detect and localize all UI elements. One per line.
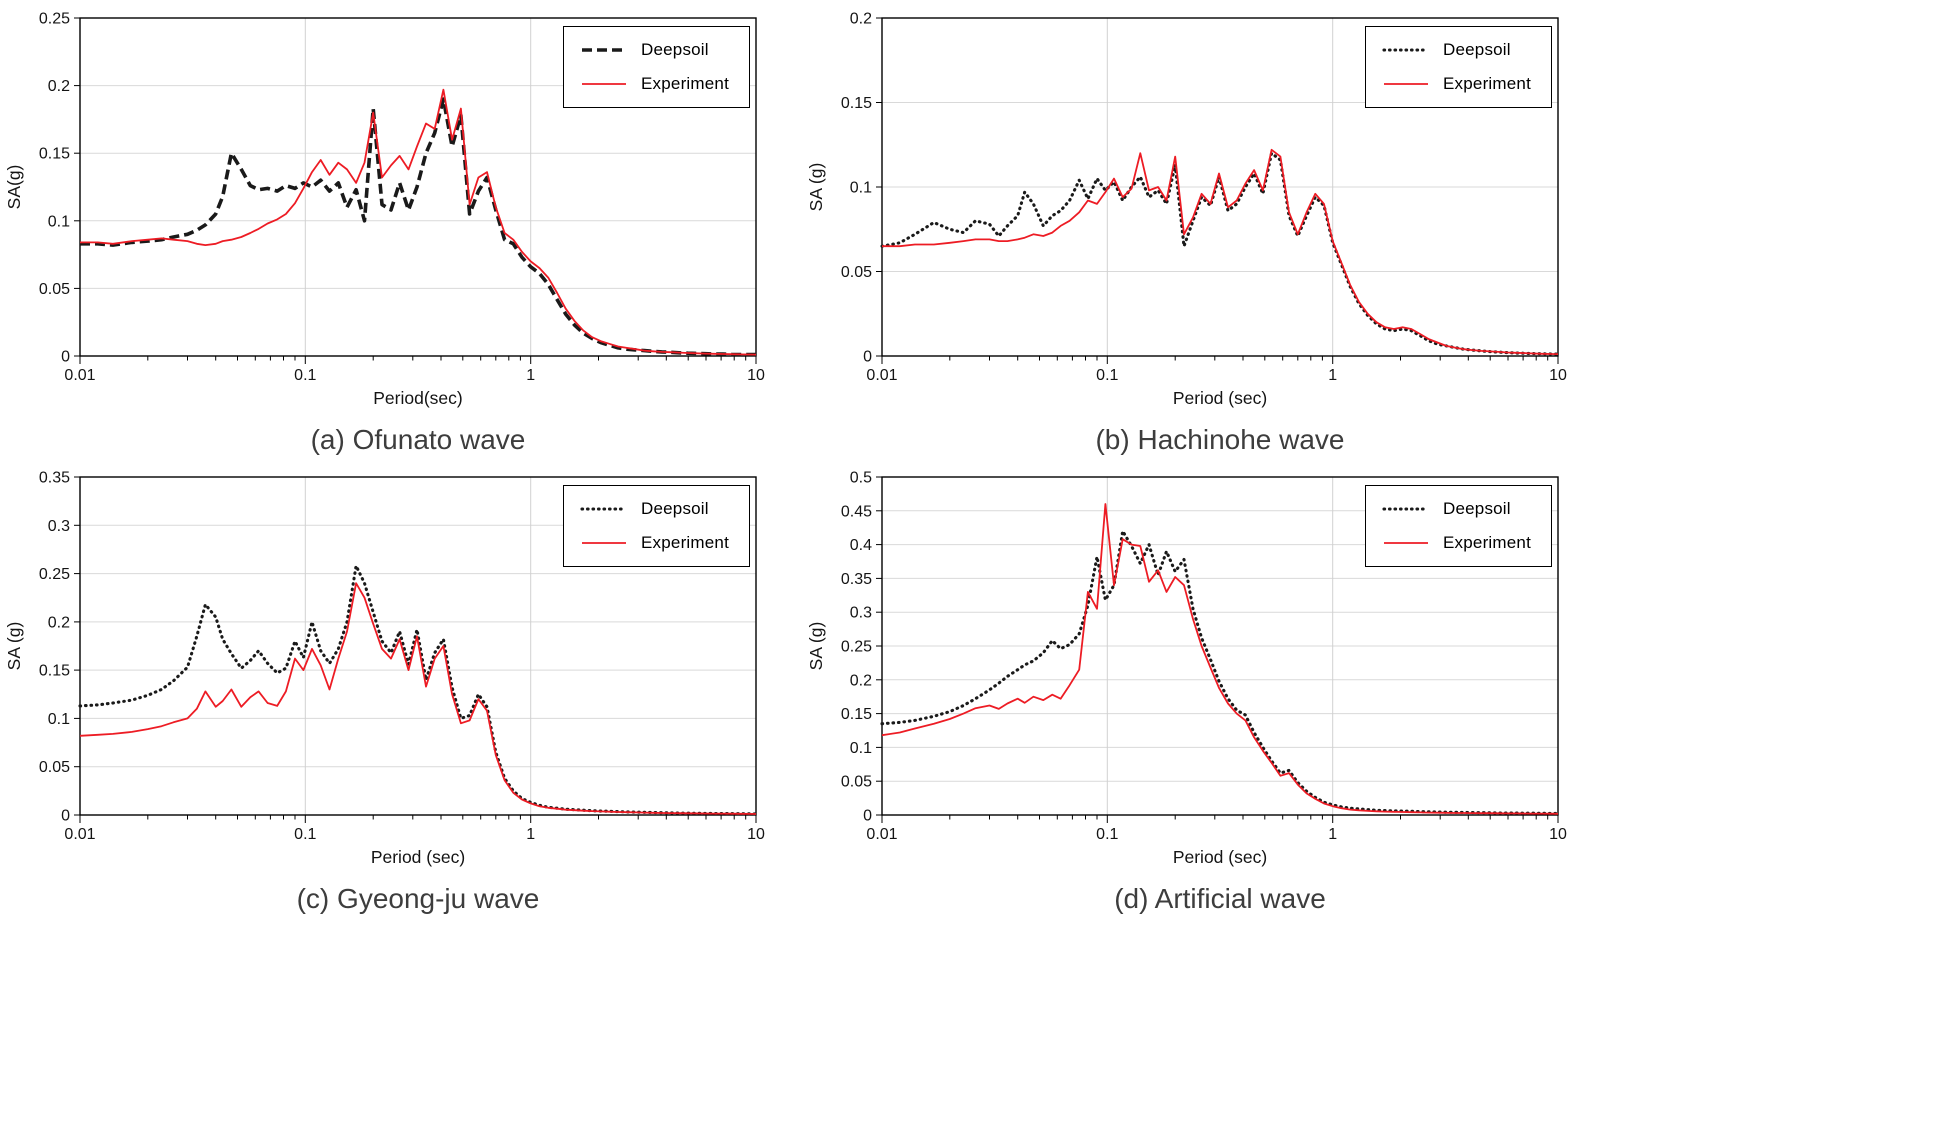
legend-d: Deepsoil Experiment xyxy=(1365,485,1552,567)
svg-text:Period (sec): Period (sec) xyxy=(371,847,465,867)
legend-c: Deepsoil Experiment xyxy=(563,485,750,567)
plot-area-b: 0.01 0.1 1 10 0 0.05 0.1 0.15 0.2 Period (sec) SA … xyxy=(802,6,1578,410)
svg-text:0.25: 0.25 xyxy=(39,566,70,583)
deepsoil-line-swatch xyxy=(1382,507,1430,511)
legend-label-deepsoil: Deepsoil xyxy=(1443,40,1511,59)
svg-text:0.25: 0.25 xyxy=(39,11,70,28)
legend-label-deepsoil: Deepsoil xyxy=(1443,499,1511,518)
plot-area-d: 0.01 0.1 1 10 0 0.05 0.1 0.15 0.2 0.25 0.3 0.35 0.4 0… xyxy=(802,465,1578,869)
experiment-line-swatch xyxy=(582,83,627,85)
plot-area-a: 0.01 0.1 1 10 0 0.05 0.1 0.15 0.2 0.25 Period(sec)… xyxy=(0,6,776,410)
chart-d-svg: 0.01 0.1 1 10 0 0.05 0.1 0.15 0.2 0.25 0.3 0.35 0.4 0… xyxy=(806,470,1567,868)
svg-text:1: 1 xyxy=(1328,367,1337,384)
legend-b: Deepsoil Experiment xyxy=(1365,26,1552,108)
svg-text:0.1: 0.1 xyxy=(1096,826,1118,843)
legend-item-experiment: Experiment xyxy=(1382,74,1531,94)
svg-text:0.4: 0.4 xyxy=(850,537,872,554)
svg-text:0.05: 0.05 xyxy=(841,264,872,281)
svg-text:0.35: 0.35 xyxy=(39,470,70,487)
deepsoil-line-swatch xyxy=(1382,48,1430,52)
experiment-line-swatch xyxy=(1384,83,1429,85)
chart-c-svg: 0.01 0.1 1 10 0 0.05 0.1 0.15 0.2 0.25 0.3 0.35 Peri… xyxy=(4,470,765,868)
svg-text:0.3: 0.3 xyxy=(850,605,872,622)
svg-text:1: 1 xyxy=(1328,826,1337,843)
legend-label-deepsoil: Deepsoil xyxy=(641,499,709,518)
svg-text:10: 10 xyxy=(1549,826,1567,843)
svg-text:1: 1 xyxy=(526,826,535,843)
legend-a: Deepsoil Experiment xyxy=(563,26,750,108)
svg-text:0.05: 0.05 xyxy=(39,281,70,298)
svg-text:0.2: 0.2 xyxy=(48,614,70,631)
svg-text:0.01: 0.01 xyxy=(866,826,897,843)
svg-text:0: 0 xyxy=(863,349,872,366)
svg-text:0.1: 0.1 xyxy=(294,367,316,384)
chart-caption-b: (b) Hachinohe wave xyxy=(1095,424,1345,455)
svg-text:10: 10 xyxy=(747,826,765,843)
legend-label-experiment: Experiment xyxy=(1443,533,1531,552)
deepsoil-line-swatch xyxy=(580,507,628,511)
legend-item-deepsoil: Deepsoil xyxy=(1382,499,1531,519)
svg-text:0.1: 0.1 xyxy=(48,711,70,728)
legend-item-deepsoil: Deepsoil xyxy=(580,499,729,519)
svg-text:0.1: 0.1 xyxy=(1096,367,1118,384)
svg-text:0: 0 xyxy=(863,808,872,825)
svg-text:0.45: 0.45 xyxy=(841,503,872,520)
legend-item-experiment: Experiment xyxy=(580,74,729,94)
svg-text:SA (g): SA (g) xyxy=(806,622,826,671)
experiment-line-swatch xyxy=(1384,542,1429,544)
chart-panel-d: 0.01 0.1 1 10 0 0.05 0.1 0.15 0.2 0.25 0.3 0.35 0.4 0… xyxy=(802,459,1958,1143)
legend-item-deepsoil: Deepsoil xyxy=(580,40,729,60)
svg-text:0.15: 0.15 xyxy=(841,706,872,723)
svg-text:0.01: 0.01 xyxy=(64,826,95,843)
chart-caption-d: (d) Artificial wave xyxy=(1114,883,1326,914)
svg-text:0: 0 xyxy=(61,349,70,366)
svg-text:0.01: 0.01 xyxy=(866,367,897,384)
plot-area-c: 0.01 0.1 1 10 0 0.05 0.1 0.15 0.2 0.25 0.3 0.35 Peri… xyxy=(0,465,776,869)
svg-text:SA (g): SA (g) xyxy=(4,622,24,671)
legend-label-experiment: Experiment xyxy=(641,533,729,552)
chart-b-svg: 0.01 0.1 1 10 0 0.05 0.1 0.15 0.2 Period (sec) SA … xyxy=(806,11,1567,409)
svg-text:0.15: 0.15 xyxy=(39,663,70,680)
chart-a-svg: 0.01 0.1 1 10 0 0.05 0.1 0.15 0.2 0.25 Period(sec)… xyxy=(4,11,765,409)
svg-text:0.2: 0.2 xyxy=(850,11,872,28)
chart-caption-c: (c) Gyeong-ju wave xyxy=(296,883,540,914)
svg-text:1: 1 xyxy=(526,367,535,384)
chart-panel-b: 0.01 0.1 1 10 0 0.05 0.1 0.15 0.2 Period (sec) SA … xyxy=(802,0,1958,459)
svg-text:Period (sec): Period (sec) xyxy=(1173,388,1267,408)
svg-text:0.35: 0.35 xyxy=(841,571,872,588)
svg-text:0.1: 0.1 xyxy=(850,180,872,197)
svg-text:0.5: 0.5 xyxy=(850,470,872,487)
legend-item-experiment: Experiment xyxy=(580,533,729,553)
svg-text:SA(g): SA(g) xyxy=(4,165,24,210)
legend-label-experiment: Experiment xyxy=(641,74,729,93)
svg-text:0.01: 0.01 xyxy=(64,367,95,384)
svg-text:Period(sec): Period(sec) xyxy=(373,388,462,408)
svg-text:0.2: 0.2 xyxy=(48,78,70,95)
svg-text:0.05: 0.05 xyxy=(841,774,872,791)
svg-text:10: 10 xyxy=(1549,367,1567,384)
chart-panel-c: 0.01 0.1 1 10 0 0.05 0.1 0.15 0.2 0.25 0.3 0.35 Peri… xyxy=(0,459,802,1143)
experiment-line-swatch xyxy=(582,542,627,544)
svg-text:0.1: 0.1 xyxy=(294,826,316,843)
svg-text:0.2: 0.2 xyxy=(850,672,872,689)
svg-text:0: 0 xyxy=(61,808,70,825)
svg-text:0.15: 0.15 xyxy=(841,95,872,112)
svg-text:0.25: 0.25 xyxy=(841,639,872,656)
svg-text:0.1: 0.1 xyxy=(850,740,872,757)
legend-label-experiment: Experiment xyxy=(1443,74,1531,93)
svg-text:SA (g): SA (g) xyxy=(806,163,826,212)
svg-text:0.05: 0.05 xyxy=(39,759,70,776)
legend-item-deepsoil: Deepsoil xyxy=(1382,40,1531,60)
deepsoil-line-swatch xyxy=(582,48,627,52)
svg-text:0.3: 0.3 xyxy=(48,518,70,535)
svg-text:0.15: 0.15 xyxy=(39,146,70,163)
svg-text:10: 10 xyxy=(747,367,765,384)
chart-panel-a: 0.01 0.1 1 10 0 0.05 0.1 0.15 0.2 0.25 Period(sec)… xyxy=(0,0,802,459)
chart-caption-a: (a) Ofunato wave xyxy=(310,424,526,455)
legend-item-experiment: Experiment xyxy=(1382,533,1531,553)
legend-label-deepsoil: Deepsoil xyxy=(641,40,709,59)
svg-text:0.1: 0.1 xyxy=(48,213,70,230)
svg-text:Period (sec): Period (sec) xyxy=(1173,847,1267,867)
